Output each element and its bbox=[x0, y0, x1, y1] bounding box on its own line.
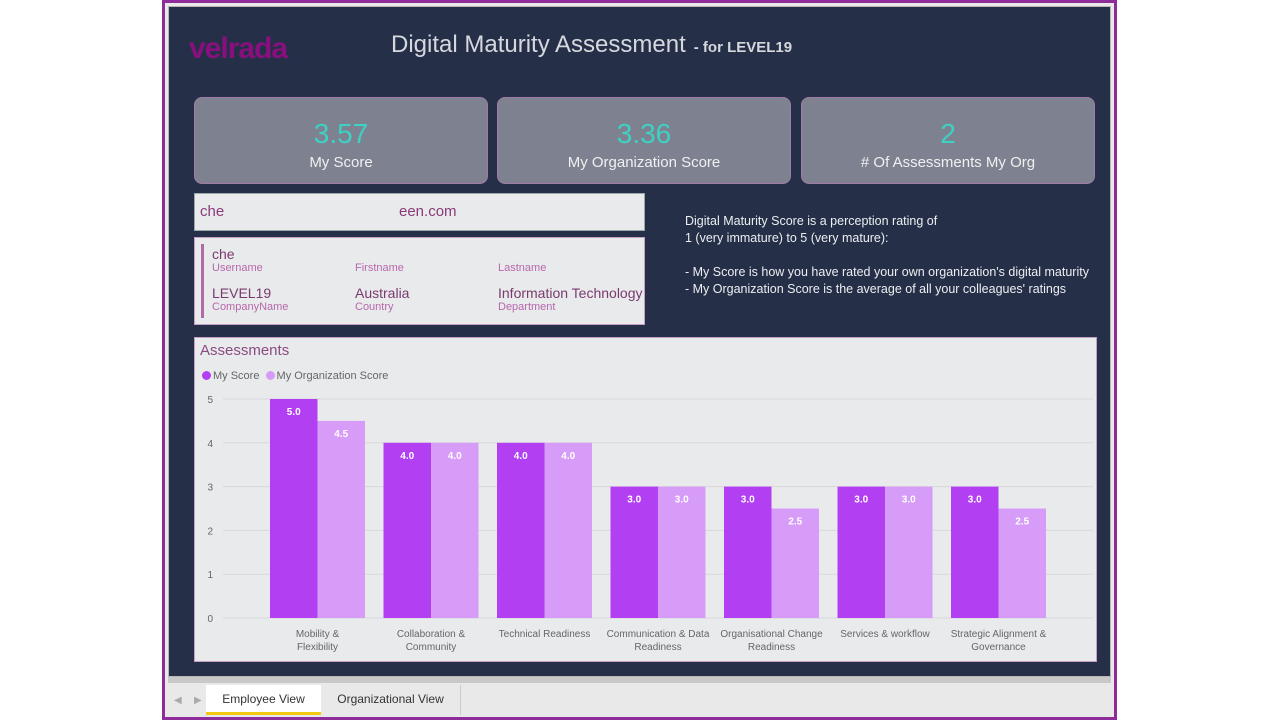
company-label: CompanyName bbox=[212, 301, 289, 313]
lastname-value bbox=[498, 246, 546, 262]
chart-legend[interactable]: My Score My Organization Score bbox=[202, 370, 388, 382]
kpi-value: 3.36 bbox=[616, 118, 672, 149]
info-text: Digital Maturity Score is a perception r… bbox=[685, 214, 1089, 296]
legend-label: My Organization Score bbox=[276, 370, 389, 382]
y-tick-label: 5 bbox=[207, 395, 213, 406]
velrada-logo: velrada bbox=[189, 32, 288, 65]
kpi-assessment-count[interactable]: 2 # Of Assessments My Org bbox=[801, 97, 1095, 184]
kpi-org-score[interactable]: 3.36 My Organization Score bbox=[497, 97, 791, 184]
assessments-chart[interactable]: 0 1 2 3 4 5 5.0 4.5 Mobility & Flexibility 4.0 4.0 C… bbox=[194, 337, 1097, 662]
bar-org-score[interactable] bbox=[885, 486, 933, 618]
data-label: 4.5 bbox=[334, 429, 348, 440]
department-label: Department bbox=[498, 301, 556, 313]
data-label: 3.0 bbox=[741, 495, 755, 506]
data-label: 2.5 bbox=[788, 517, 802, 528]
report-canvas: velrada Digital Maturity Assessment - for… bbox=[168, 6, 1111, 677]
bar-org-score[interactable] bbox=[658, 486, 706, 618]
bar-my-score[interactable] bbox=[270, 399, 318, 618]
kpi-label: My Organization Score bbox=[567, 154, 721, 171]
y-tick-label: 4 bbox=[207, 439, 213, 450]
chart-title: Assessments bbox=[200, 342, 290, 359]
x-tick-label: Technical Readiness bbox=[499, 629, 591, 640]
x-tick-label: Collaboration & bbox=[397, 629, 466, 640]
kpi-label: # Of Assessments My Org bbox=[860, 154, 1036, 171]
bar-org-score[interactable] bbox=[998, 508, 1047, 619]
legend-dot-my-score bbox=[202, 371, 211, 380]
country-value: Australia bbox=[355, 285, 410, 301]
data-label: 5.0 bbox=[287, 407, 301, 418]
x-tick-label: Organisational Change bbox=[720, 629, 823, 640]
profile-card: che Username Firstname Lastname LEVEL19 … bbox=[194, 237, 645, 325]
bar-org-score[interactable] bbox=[431, 442, 479, 618]
page-title: Digital Maturity Assessment - for LEVEL19 bbox=[391, 31, 792, 59]
firstname-value bbox=[355, 246, 404, 262]
email-part-2: een.com bbox=[399, 203, 457, 220]
x-tick-label: Readiness bbox=[748, 642, 795, 653]
country-label: Country bbox=[355, 301, 394, 313]
page-tabs-bar: ◀ ▶ Employee View Organizational View bbox=[168, 677, 1111, 717]
kpi-label: My Score bbox=[309, 154, 373, 171]
email-part-1: che bbox=[200, 203, 225, 220]
bar-my-score[interactable] bbox=[837, 486, 886, 618]
kpi-value: 3.57 bbox=[313, 118, 369, 149]
firstname-label: Firstname bbox=[355, 262, 404, 274]
bar-my-score[interactable] bbox=[610, 486, 659, 618]
x-tick-label: Governance bbox=[971, 642, 1026, 653]
x-tick-label: Community bbox=[406, 642, 457, 653]
data-label: 4.0 bbox=[514, 451, 528, 462]
x-tick-label: Services & workflow bbox=[840, 629, 930, 640]
bar-my-score[interactable] bbox=[951, 486, 999, 618]
bar-my-score[interactable] bbox=[383, 442, 432, 618]
x-tick-label: Communication & Data bbox=[607, 629, 710, 640]
data-label: 3.0 bbox=[675, 495, 689, 506]
lastname-label: Lastname bbox=[498, 262, 547, 274]
y-tick-label: 3 bbox=[207, 483, 213, 494]
data-label: 4.0 bbox=[400, 451, 414, 462]
legend-dot-org-score bbox=[265, 371, 275, 380]
card-accent-bar bbox=[201, 244, 204, 318]
x-tick-label: Readiness bbox=[634, 642, 681, 653]
title-text: Digital Maturity Assessment bbox=[391, 31, 686, 58]
title-subtitle: - for LEVEL19 bbox=[693, 39, 793, 56]
bar-org-score[interactable] bbox=[544, 442, 593, 618]
data-label: 2.5 bbox=[1015, 517, 1029, 528]
username-value: che bbox=[212, 246, 235, 262]
bar-my-score[interactable] bbox=[724, 486, 772, 618]
tab-next-icon[interactable]: ▶ bbox=[194, 695, 202, 706]
kpi-value: 2 bbox=[940, 118, 956, 149]
username-label: Username bbox=[212, 262, 263, 274]
bar-org-score[interactable] bbox=[771, 508, 820, 619]
app-frame: velrada Digital Maturity Assessment - for… bbox=[162, 0, 1117, 720]
bar-org-score[interactable] bbox=[317, 420, 366, 618]
data-label: 3.0 bbox=[854, 495, 868, 506]
y-tick-label: 2 bbox=[207, 526, 213, 537]
legend-label: My Score bbox=[213, 370, 260, 382]
x-tick-label: Strategic Alignment & bbox=[951, 629, 1047, 640]
bar-my-score[interactable] bbox=[497, 442, 545, 618]
horizontal-scrollbar[interactable] bbox=[168, 677, 1111, 683]
tab-employee-view[interactable]: Employee View bbox=[206, 685, 321, 715]
y-tick-label: 1 bbox=[207, 570, 213, 581]
tab-prev-icon[interactable]: ◀ bbox=[174, 695, 182, 706]
chart-svg: 0 1 2 3 4 5 5.0 4.5 Mobility & Flexibility 4.0 4.0 C… bbox=[207, 395, 1093, 653]
report-window: velrada Digital Maturity Assessment - for… bbox=[165, 3, 1114, 717]
x-tick-label: Flexibility bbox=[297, 642, 338, 653]
data-label: 3.0 bbox=[968, 495, 982, 506]
company-value: LEVEL19 bbox=[212, 285, 272, 301]
data-label: 4.0 bbox=[561, 451, 575, 462]
kpi-my-score[interactable]: 3.57 My Score bbox=[194, 97, 488, 184]
y-tick-label: 0 bbox=[207, 614, 213, 625]
tab-organizational-view[interactable]: Organizational View bbox=[321, 685, 461, 715]
x-tick-label: Mobility & bbox=[296, 629, 340, 640]
email-card: che een.com bbox=[194, 193, 645, 231]
data-label: 3.0 bbox=[902, 495, 916, 506]
department-value: Information Technology bbox=[498, 285, 643, 301]
data-label: 4.0 bbox=[448, 451, 462, 462]
data-label: 3.0 bbox=[627, 495, 641, 506]
